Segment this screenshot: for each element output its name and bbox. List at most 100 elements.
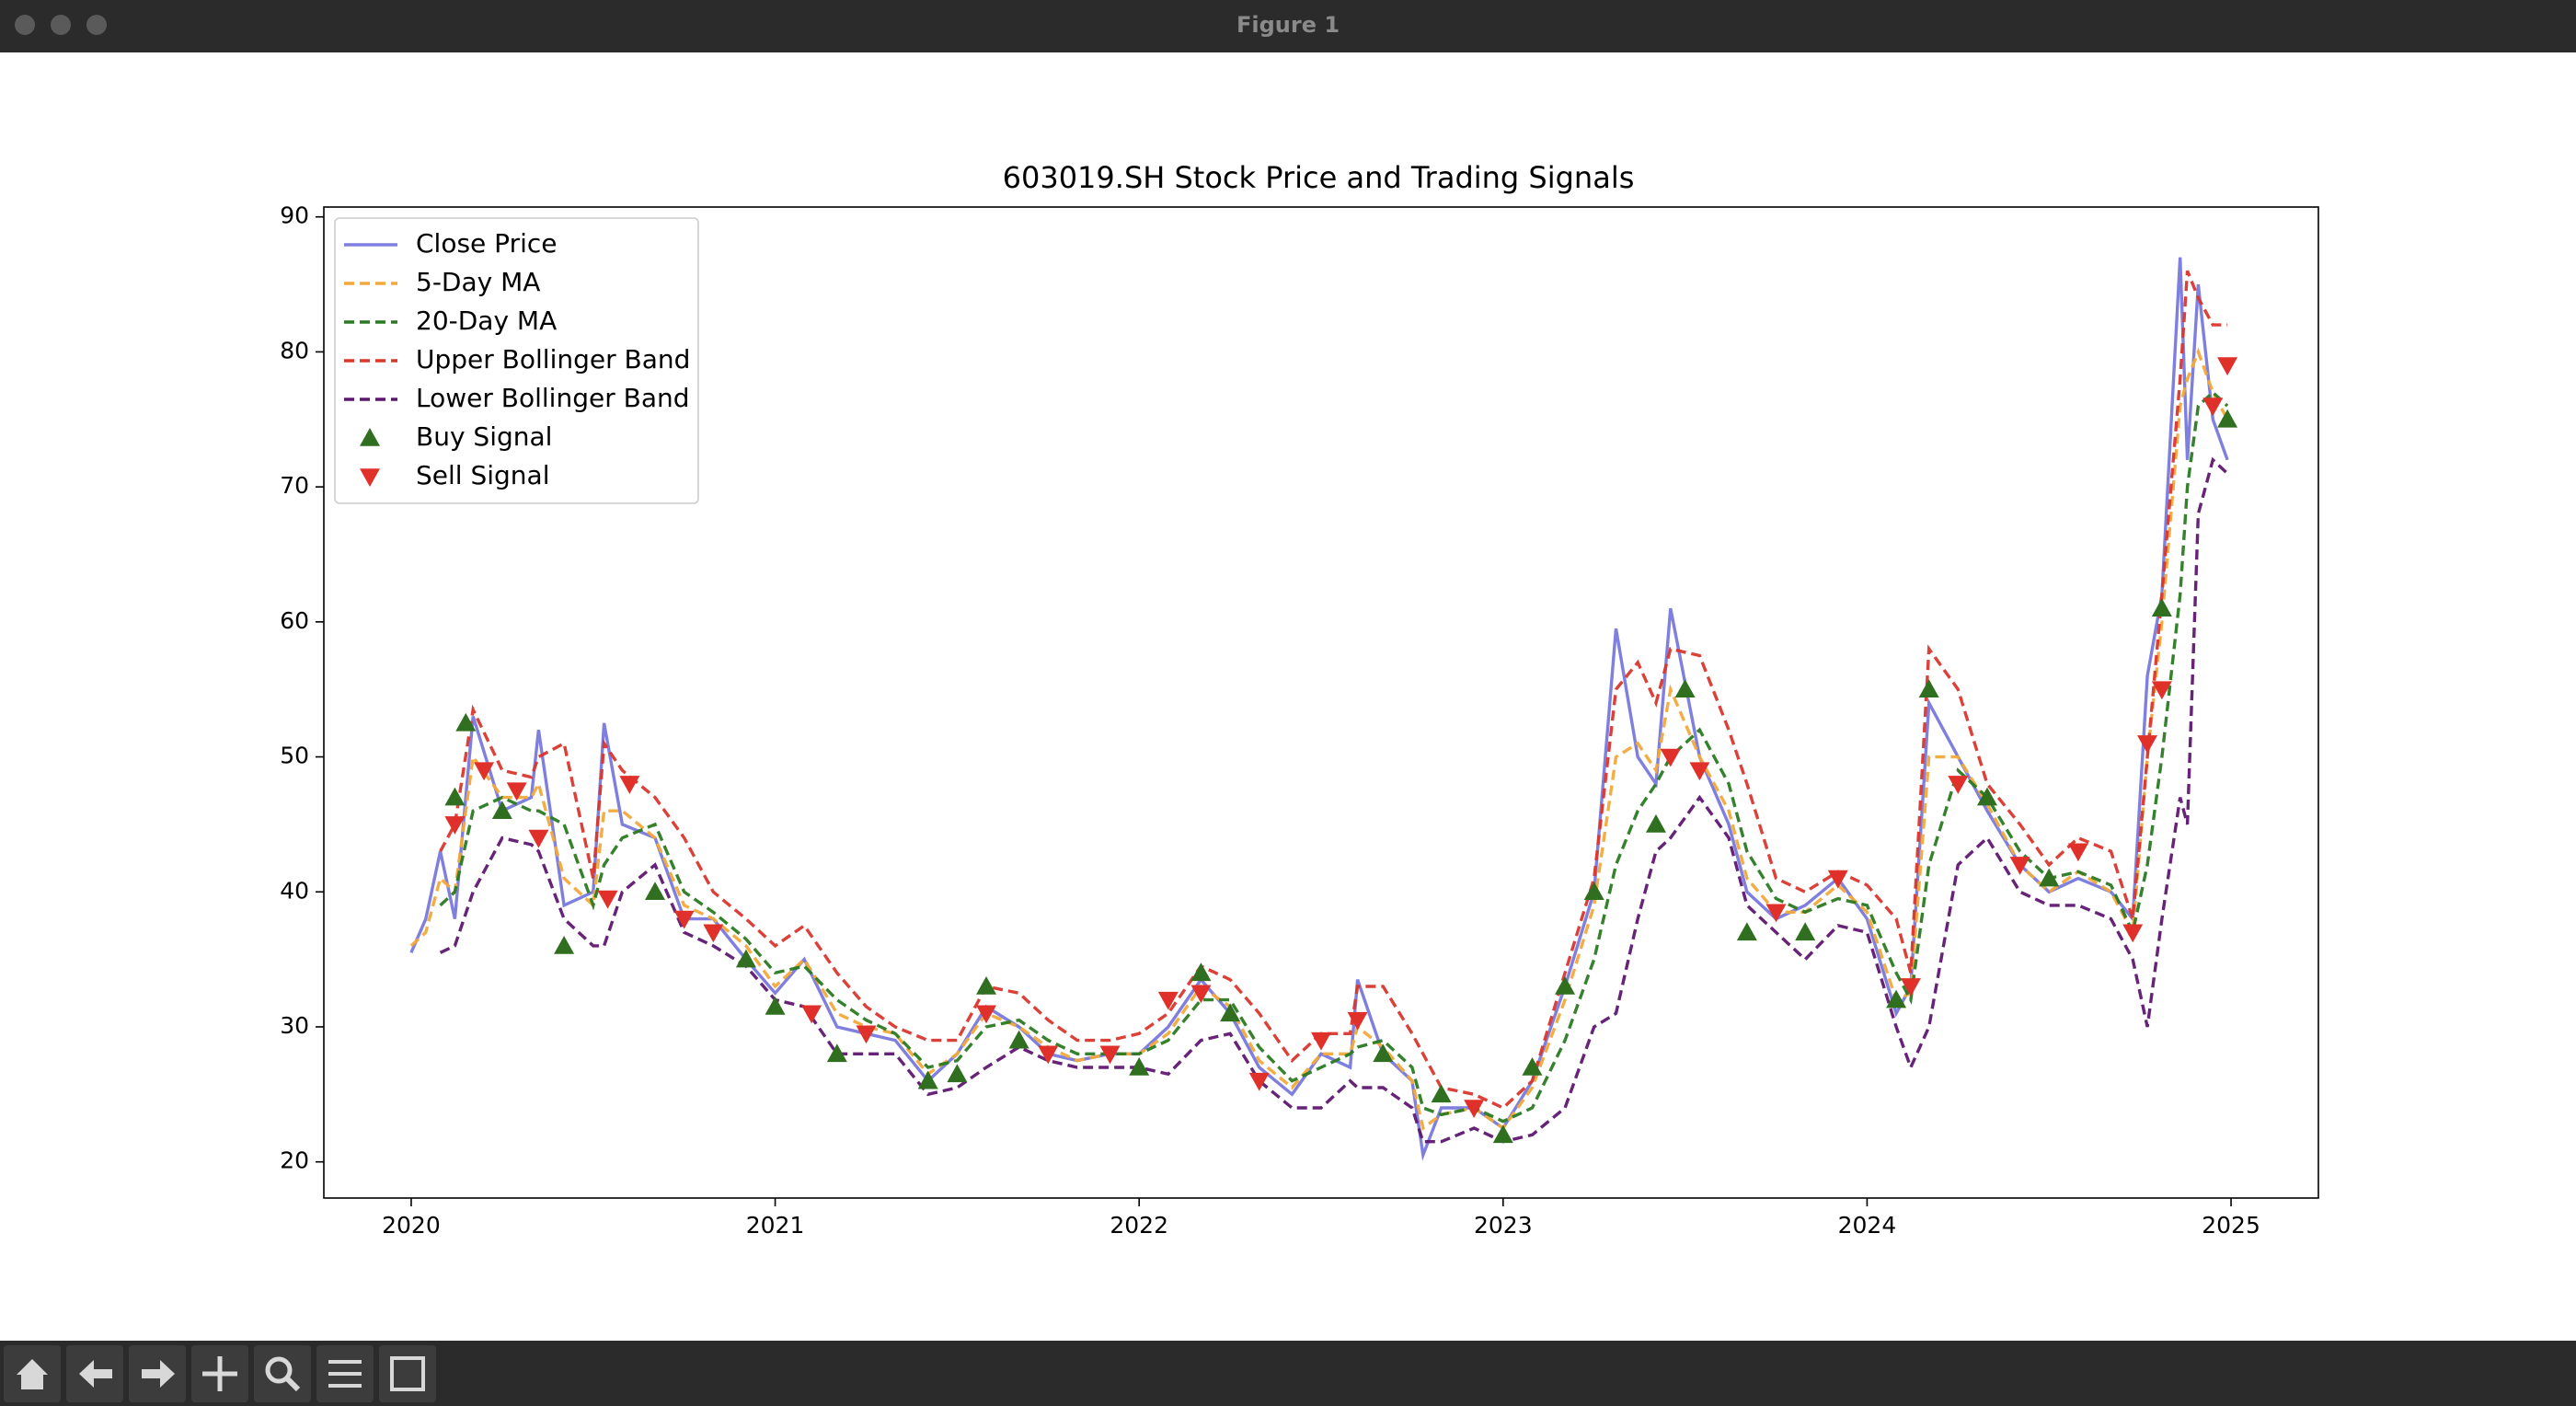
signal-marker: [506, 782, 527, 801]
series-line: [439, 390, 2229, 1124]
signal-marker: [444, 816, 466, 835]
y-tick-label: 20: [280, 1147, 309, 1174]
signal-marker: [917, 1070, 938, 1089]
x-tick-label: 2023: [1474, 1212, 1533, 1239]
signal-marker: [976, 975, 997, 995]
signal-marker: [1660, 748, 1681, 767]
signal-marker: [1555, 975, 1576, 995]
minimize-button[interactable]: [51, 15, 71, 35]
zoom-button[interactable]: [86, 15, 107, 35]
signal-marker: [1311, 1031, 1331, 1051]
zoom-icon-handle: [284, 1376, 301, 1392]
signal-marker: [2067, 843, 2088, 862]
signal-marker: [528, 829, 549, 848]
signal-marker: [2009, 857, 2030, 875]
signal-marker: [2217, 357, 2238, 376]
signal-marker: [735, 949, 756, 968]
legend-label: Lower Bollinger Band: [416, 383, 690, 413]
signal-marker: [826, 1043, 847, 1063]
y-tick-label: 40: [280, 877, 309, 904]
signal-marker: [2151, 598, 2172, 617]
home-icon: [17, 1359, 48, 1389]
signal-marker: [947, 1064, 968, 1083]
signal-marker: [1220, 1003, 1241, 1022]
legend-box: [334, 217, 699, 504]
signal-marker: [1765, 904, 1787, 923]
legend-label: Sell Signal: [416, 460, 549, 490]
chart-title: 603019.SH Stock Price and Trading Signal…: [1003, 160, 1635, 195]
signal-marker: [1008, 1030, 1029, 1049]
legend-label: Buy Signal: [416, 421, 552, 452]
signal-marker: [1099, 1045, 1121, 1065]
signal-marker: [1900, 978, 1921, 997]
signal-marker: [856, 1025, 877, 1044]
x-tick-label: 2022: [1110, 1212, 1168, 1239]
back-icon: [79, 1360, 112, 1388]
signal-marker: [1583, 882, 1604, 901]
signal-marker: [976, 1005, 997, 1024]
toolbar-buttons: [4, 1345, 436, 1402]
series-line: [439, 456, 2229, 1144]
signal-marker: [2122, 924, 2144, 943]
x-tick-label: 2024: [1838, 1212, 1897, 1239]
x-tick-label: 2021: [746, 1212, 805, 1239]
title-bar: [0, 0, 2576, 52]
signal-marker: [1157, 991, 1179, 1010]
signal-marker: [2151, 681, 2172, 700]
y-tick-label: 90: [280, 202, 309, 229]
y-tick-label: 70: [280, 472, 309, 499]
y-tick-label: 50: [280, 743, 309, 769]
window-title: Figure 1: [1236, 12, 1340, 38]
plot-frame: [323, 206, 2319, 1199]
save-icon: [390, 1356, 425, 1391]
legend-label: Close Price: [416, 228, 557, 259]
signal-marker: [1886, 989, 1907, 1008]
zoom-icon: [265, 1356, 293, 1384]
x-tick-label: 2025: [2202, 1212, 2260, 1239]
series-line: [439, 270, 2228, 1111]
signal-marker: [619, 776, 640, 794]
zoom-rect-button[interactable]: [254, 1345, 311, 1402]
signal-marker: [1492, 1124, 1513, 1144]
signal-marker: [1674, 679, 1696, 697]
signal-marker: [554, 935, 575, 954]
signal-marker: [1464, 1100, 1485, 1118]
y-tick-label: 80: [280, 337, 309, 363]
legend-marker: [360, 428, 380, 446]
signal-marker: [491, 801, 512, 820]
signal-marker: [1190, 962, 1212, 982]
signal-marker: [1431, 1084, 1452, 1103]
forward-icon: [142, 1360, 175, 1388]
signal-marker: [1129, 1056, 1150, 1076]
signal-marker: [1918, 679, 1939, 697]
legend-label: 20-Day MA: [416, 305, 557, 336]
signal-marker: [597, 890, 618, 909]
signal-marker: [801, 1005, 822, 1024]
signal-marker: [703, 924, 724, 943]
save-button[interactable]: [379, 1345, 436, 1402]
signal-marker: [2217, 409, 2238, 428]
signal-marker: [1827, 870, 1848, 889]
signal-marker: [1795, 922, 1816, 941]
signal-marker: [673, 910, 695, 929]
signal-marker: [2202, 398, 2224, 417]
y-tick-label: 30: [280, 1012, 309, 1039]
legend-label: 5-Day MA: [416, 267, 540, 297]
signal-marker: [2137, 735, 2158, 754]
close-button[interactable]: [15, 15, 35, 35]
x-tick-label: 2020: [382, 1212, 441, 1239]
signal-marker: [474, 762, 495, 781]
signal-marker: [1976, 787, 1997, 806]
signal-marker: [455, 712, 477, 732]
signal-marker: [1645, 813, 1666, 833]
signal-marker: [1248, 1072, 1270, 1091]
signal-marker: [1736, 922, 1757, 941]
signal-marker: [2039, 868, 2060, 887]
legend-marker: [360, 468, 380, 487]
pan-icon: [202, 1356, 237, 1391]
configure-icon: [328, 1360, 362, 1388]
signal-marker: [1190, 985, 1212, 1004]
signal-marker: [1522, 1056, 1543, 1076]
signal-marker: [1373, 1043, 1394, 1063]
